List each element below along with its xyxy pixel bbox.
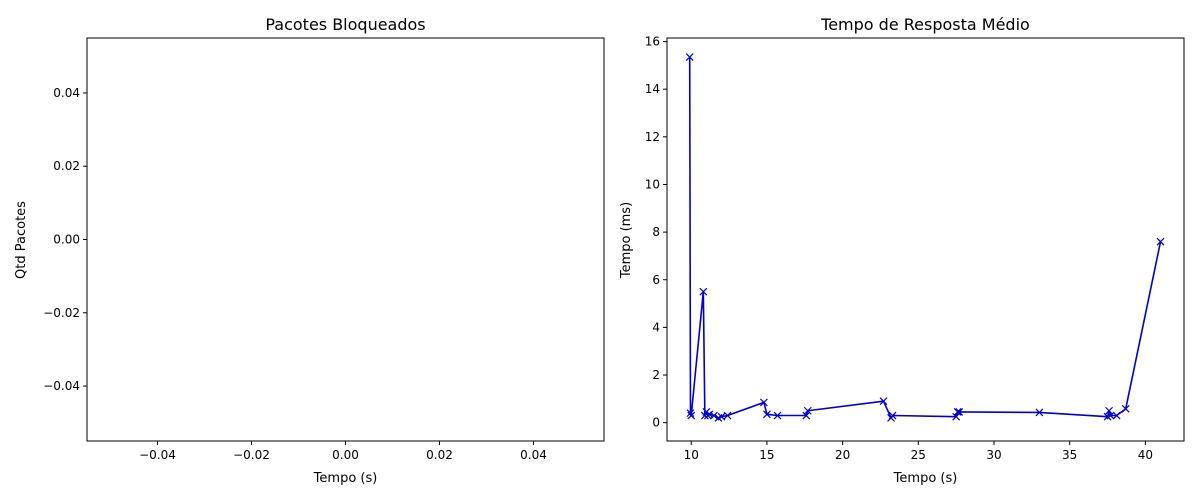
chart-right-xtick-label: 20 [835, 448, 850, 462]
chart-right-ytick-label: 16 [645, 35, 660, 49]
chart-left: Pacotes Bloqueados Tempo (s) Qtd Pacotes… [14, 15, 605, 486]
chart-left-ytick-label: 0.04 [53, 86, 80, 100]
chart-left-xtick-label: −0.02 [233, 448, 270, 462]
chart-right-ytick-label: 4 [652, 320, 660, 334]
data-point-marker [687, 411, 696, 420]
data-point-marker [710, 411, 718, 420]
chart-right-ytick-label: 12 [645, 130, 660, 144]
chart-right-xtick-label: 35 [1062, 448, 1077, 462]
chart-right-ytick-label: 10 [645, 177, 660, 191]
chart-left-ytick-label: −0.04 [43, 379, 80, 393]
data-point-marker [773, 411, 782, 420]
chart-right: Tempo de Resposta Médio Tempo (s) Tempo … [619, 15, 1185, 486]
chart-right-ylabel: Tempo (ms) [619, 202, 634, 279]
chart-left-xtick-label: −0.04 [139, 448, 176, 462]
chart-left-ytick-label: 0.02 [53, 159, 80, 173]
chart-right-xtick-label: 40 [1138, 448, 1153, 462]
data-point-marker [953, 408, 962, 416]
data-point-marker [1156, 237, 1165, 246]
data-point-marker [699, 287, 708, 296]
chart-right-xtick-label: 25 [911, 448, 926, 462]
chart-right-frame [666, 37, 1185, 442]
chart-left-ytick-label: 0.00 [53, 233, 80, 247]
chart-right-ytick-label: 2 [652, 368, 660, 382]
chart-left-xtick-label: 0.00 [332, 448, 359, 462]
chart-right-xtick-label: 30 [986, 448, 1001, 462]
chart-right-plot [685, 53, 1165, 422]
chart-left-title: Pacotes Bloqueados [265, 15, 425, 34]
data-point-marker [1035, 408, 1044, 417]
data-point-marker [1106, 411, 1115, 420]
chart-left-xlabel: Tempo (s) [313, 471, 378, 486]
data-point-marker [762, 410, 771, 419]
data-point-marker [1105, 406, 1113, 415]
chart-right-ytick-label: 14 [645, 82, 660, 96]
chart-right-ytick-label: 6 [652, 273, 660, 287]
chart-left-xtick-label: 0.04 [520, 448, 547, 462]
chart-left-ytick-label: −0.02 [43, 306, 80, 320]
data-point-marker [685, 53, 694, 61]
data-point-marker [686, 409, 695, 418]
chart-left-xtick-label: 0.02 [426, 448, 453, 462]
chart-left-ylabel: Qtd Pacotes [14, 201, 29, 279]
data-point-marker [717, 412, 726, 421]
chart-right-ytick-label: 0 [652, 416, 660, 430]
data-point-marker [887, 413, 895, 422]
data-point-marker [1112, 411, 1121, 420]
data-point-marker [1121, 404, 1130, 413]
data-point-marker [723, 411, 732, 420]
series-line [688, 57, 1162, 419]
data-point-marker [888, 411, 897, 420]
data-point-marker [802, 411, 811, 420]
data-point-marker [879, 397, 888, 406]
chart-right-xlabel: Tempo (s) [893, 471, 958, 486]
chart-right-xtick-label: 15 [759, 448, 774, 462]
data-point-marker [705, 410, 714, 419]
chart-left-frame [86, 37, 605, 442]
chart-right-xtick-label: 10 [684, 448, 699, 462]
data-point-marker [952, 412, 961, 421]
data-point-marker [759, 398, 768, 407]
chart-right-ytick-label: 8 [652, 225, 660, 239]
chart-left-ticks: −0.04 −0.02 0.00 0.02 0.04 −0.04 −0.02 0.00 0.02… [43, 86, 547, 462]
data-point-marker [803, 406, 812, 415]
chart-right-title: Tempo de Resposta Médio [820, 15, 1030, 34]
data-point-marker [955, 408, 964, 416]
chart-right-ticks: 10 15 20 25 30 35 40 0 2 4 6 8 10 12 14 16 [645, 35, 1153, 462]
